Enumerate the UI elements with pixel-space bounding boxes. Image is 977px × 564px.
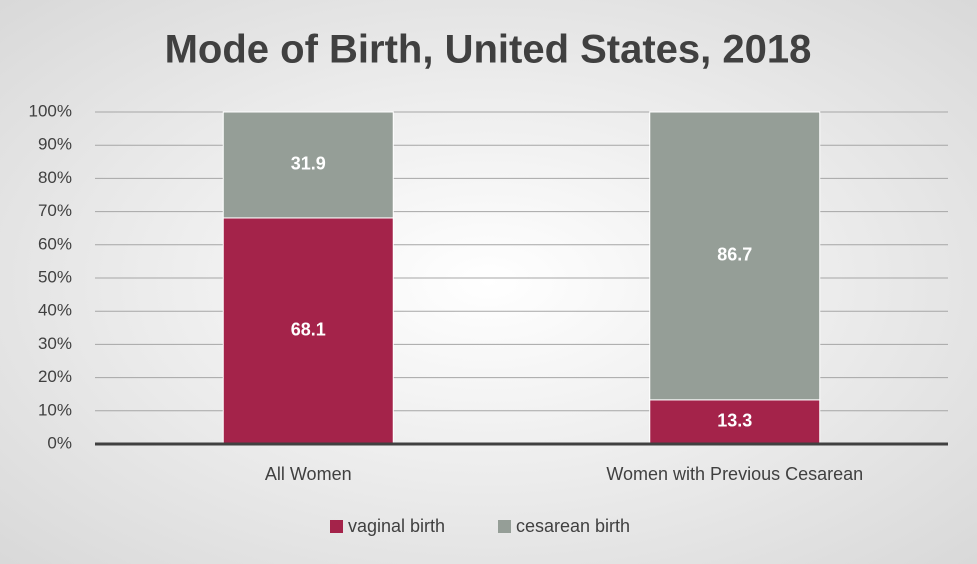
chart-title: Mode of Birth, United States, 2018 [165, 28, 812, 72]
bar-segment [649, 399, 821, 445]
bar-segment [222, 111, 394, 219]
bar-segment [222, 217, 394, 445]
bar-segment [649, 111, 821, 401]
y-tick-label: 80% [38, 168, 72, 187]
y-tick-label: 20% [38, 367, 72, 386]
legend-label: cesarean birth [516, 516, 630, 536]
y-tick-label: 60% [38, 234, 72, 253]
y-tick-label: 0% [47, 433, 72, 452]
legend-label: vaginal birth [348, 516, 445, 536]
data-label: 68.1 [291, 320, 326, 340]
y-tick-label: 50% [38, 267, 72, 286]
x-tick-label: All Women [265, 464, 352, 484]
y-tick-label: 30% [38, 334, 72, 353]
y-tick-label: 70% [38, 201, 72, 220]
y-tick-label: 90% [38, 135, 72, 154]
x-tick-label: Women with Previous Cesarean [606, 464, 863, 484]
data-label: 13.3 [717, 411, 752, 431]
y-tick-label: 40% [38, 301, 72, 320]
legend-swatch [498, 520, 511, 533]
y-tick-label: 10% [38, 400, 72, 419]
y-tick-label: 100% [29, 101, 72, 120]
data-label: 31.9 [291, 154, 326, 174]
legend-swatch [330, 520, 343, 533]
data-label: 86.7 [717, 245, 752, 265]
